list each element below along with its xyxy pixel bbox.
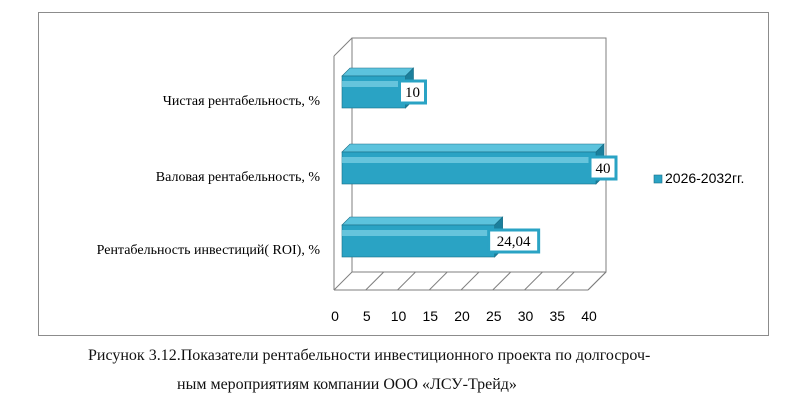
bar-highlight-2 (342, 81, 406, 87)
x-tick-label-4: 20 (454, 308, 470, 324)
bar-top-face-0 (341, 216, 504, 226)
x-tick-label-6: 30 (518, 308, 534, 324)
x-tick-label-0: 0 (331, 308, 339, 324)
floor-tick-2 (397, 271, 416, 291)
floor-tick-0 (333, 271, 353, 291)
x-tick-label-1: 5 (363, 308, 371, 324)
y-category-labels: Рентабельность инвестиций( ROI), % Валова… (97, 94, 321, 258)
figure-caption-line-2: ным мероприятиям компании ООО «ЛСУ-Трейд… (177, 376, 517, 393)
category-label-0: Рентабельность инвестиций( ROI), % (97, 243, 321, 258)
floor-tick-8 (587, 271, 607, 291)
bar-front-face-2 (341, 75, 406, 109)
legend: 2026-2032гг. (653, 170, 744, 186)
floor-tick-7 (555, 271, 575, 291)
x-tick-labels: 0 5 10 15 20 25 30 35 40 (331, 308, 597, 324)
data-label-1: 40 (596, 161, 611, 177)
floor-tick-1 (365, 271, 385, 291)
x-tick-label-2: 10 (391, 308, 407, 324)
data-label-box-1 (588, 155, 618, 181)
floor-tick-6 (524, 271, 543, 291)
data-label-box-0 (487, 228, 541, 254)
x-tick-label-5: 25 (486, 308, 502, 324)
data-label-2: 10 (405, 85, 420, 101)
x-tick-label-8: 40 (581, 308, 597, 324)
category-label-2: Чистая рентабельность, % (163, 94, 321, 109)
bar-1: 40 (341, 143, 618, 185)
floor-grid (333, 271, 607, 291)
floor-tick-5 (492, 271, 512, 291)
legend-label: 2026-2032гг. (665, 170, 744, 186)
floor-tick-3 (428, 271, 448, 291)
data-label-box-2 (398, 79, 427, 105)
bar-top-face-2 (341, 67, 415, 77)
side-wall-top (333, 37, 353, 57)
bars-group: 24,04 40 10 (341, 67, 618, 258)
x-tick-label-3: 15 (422, 308, 438, 324)
x-tick-label-7: 35 (549, 308, 565, 324)
floor-tick-4 (460, 271, 480, 291)
bar-highlight-0 (342, 230, 495, 236)
legend-swatch (653, 174, 663, 184)
bar-2: 10 (341, 67, 427, 109)
bar-0: 24,04 (341, 216, 541, 258)
data-label-0: 24,04 (497, 234, 531, 250)
bar-top-face-1 (341, 143, 605, 153)
category-label-1: Валовая рентабельность, % (156, 170, 321, 185)
bar-front-face-0 (341, 224, 495, 258)
bar-front-face-1 (341, 151, 597, 185)
figure-caption-line-1: Рисунок 3.12.Показатели рентабельности и… (88, 347, 651, 364)
bar-highlight-1 (342, 157, 596, 163)
